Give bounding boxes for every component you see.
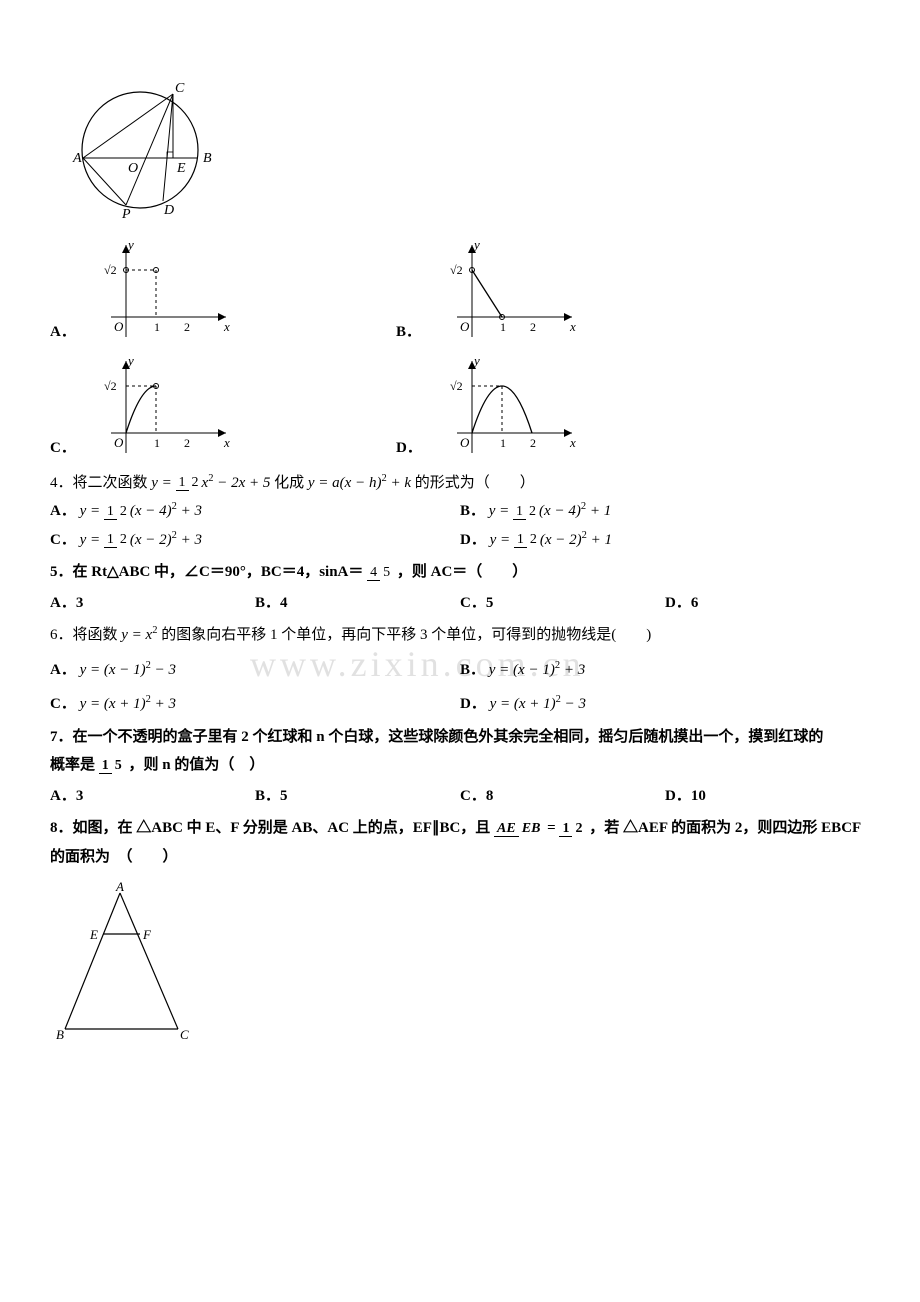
svg-text:1: 1 xyxy=(154,320,160,334)
q8-stem-pre: 8．如图，在 △ABC 中 E、F 分别是 AB、AC 上的点，EF∥BC，且 xyxy=(50,820,494,836)
choice-label-d: D． xyxy=(396,434,432,463)
problem-5: 5．在 Rt△ABC 中，∠C＝90°，BC＝4，sinA＝ 45 ，则 AC＝… xyxy=(50,558,870,617)
q3-choice-row2: C． O y x 1 2 √2 D． O y x 1 2 √2 xyxy=(50,353,870,463)
svg-text:x: x xyxy=(569,435,576,450)
q7-choice-d: D．10 xyxy=(665,782,870,811)
q3-graph-a: O y x 1 2 √2 xyxy=(86,237,236,347)
svg-text:C: C xyxy=(180,1027,189,1042)
q4-expr-b: − 2x + 5 xyxy=(213,475,270,491)
svg-text:1: 1 xyxy=(500,320,506,334)
svg-text:√2: √2 xyxy=(450,379,463,393)
svg-text:B: B xyxy=(56,1027,64,1042)
svg-text:√2: √2 xyxy=(104,379,117,393)
svg-text:2: 2 xyxy=(530,436,536,450)
q4-form: y = a(x − h) xyxy=(308,475,382,491)
svg-text:O: O xyxy=(114,435,124,450)
q6-choice-b: B． y = (x − 1)2 + 3 xyxy=(460,656,870,685)
q4-form-tail: + k xyxy=(387,475,411,491)
svg-text:C: C xyxy=(175,81,185,96)
choice-label-b: B． xyxy=(396,318,432,347)
svg-text:x: x xyxy=(223,435,230,450)
q5-choice-d: D．6 xyxy=(665,589,870,618)
problem-3-figure: A B C D P O E xyxy=(50,80,870,231)
q3-circle-diagram: A B C D P O E xyxy=(50,80,240,220)
q6-choice-a: A． y = (x − 1)2 − 3 xyxy=(50,656,460,685)
svg-text:P: P xyxy=(121,207,131,220)
svg-text:O: O xyxy=(460,435,470,450)
q7-stem-line2-pre: 概率是 xyxy=(50,757,95,773)
svg-text:A: A xyxy=(72,151,82,166)
svg-text:O: O xyxy=(114,319,124,334)
svg-text:√2: √2 xyxy=(450,263,463,277)
q3-graph-d: O y x 1 2 √2 xyxy=(432,353,582,463)
svg-text:2: 2 xyxy=(184,320,190,334)
svg-text:1: 1 xyxy=(154,436,160,450)
q5-stem: 5．在 Rt△ABC 中，∠C＝90°，BC＝4，sinA＝ xyxy=(50,564,363,580)
svg-text:y: y xyxy=(126,353,134,368)
q7-stem-line1: 7．在一个不透明的盒子里有 2 个红球和 n 个白球，这些球除颜色外其余完全相同… xyxy=(50,723,870,752)
svg-text:y: y xyxy=(472,353,480,368)
svg-text:x: x xyxy=(223,319,230,334)
svg-text:1: 1 xyxy=(500,436,506,450)
q4-y: y = xyxy=(151,475,172,491)
q3-choice-row1: A． O y x 1 2 √2 B． O y x 1 2 √2 xyxy=(50,237,870,347)
q4-choice-c: C． y = 12(x − 2)2 + 3 xyxy=(50,526,460,555)
svg-text:A: A xyxy=(115,879,124,894)
problem-6: 6．将函数 y = x2 的图象向右平移 1 个单位，再向下平移 3 个单位，可… xyxy=(50,621,870,719)
q4-stem-pre: 4．将二次函数 xyxy=(50,475,151,491)
q4-choice-d: D． y = 12(x − 2)2 + 1 xyxy=(460,526,870,555)
q6-yeqx2: y = x xyxy=(121,627,152,643)
q7-choice-b: B．5 xyxy=(255,782,460,811)
svg-text:D: D xyxy=(163,203,174,218)
choice-label-c: C． xyxy=(50,434,86,463)
q5-choice-c: C．5 xyxy=(460,589,665,618)
q7-choice-a: A．3 xyxy=(50,782,255,811)
svg-text:E: E xyxy=(176,161,186,176)
q4-stem-post: 的形式为（ ） xyxy=(415,475,535,491)
svg-text:y: y xyxy=(472,237,480,252)
q3-graph-c: O y x 1 2 √2 xyxy=(86,353,236,463)
q6-stem-pre: 6．将函数 xyxy=(50,627,121,643)
q7-choice-c: C．8 xyxy=(460,782,665,811)
q5-choice-a: A．3 xyxy=(50,589,255,618)
q4-choice-a: A． y = 12(x − 4)2 + 3 xyxy=(50,497,460,526)
svg-text:2: 2 xyxy=(530,320,536,334)
q4-stem-mid: 化成 xyxy=(274,475,308,491)
svg-text:O: O xyxy=(460,319,470,334)
q6-choice-d: D． y = (x + 1)2 − 3 xyxy=(460,690,870,719)
svg-text:2: 2 xyxy=(184,436,190,450)
choice-label-a: A． xyxy=(50,318,86,347)
q5-stem-tail: ，则 AC＝（ ） xyxy=(397,564,527,580)
svg-text:F: F xyxy=(142,927,152,942)
q7-stem-line2-post: ，则 n 的值为（ ） xyxy=(129,757,265,773)
svg-text:O: O xyxy=(128,161,138,176)
q8-triangle-diagram: A E F B C xyxy=(50,879,210,1044)
svg-text:B: B xyxy=(203,151,212,166)
problem-4: 4．将二次函数 y = 12x2 − 2x + 5 化成 y = a(x − h… xyxy=(50,469,870,555)
q5-choice-b: B．4 xyxy=(255,589,460,618)
q8-stem-mid: ，若 △AEF 的面积为 2，则四边形 EBCF xyxy=(589,820,861,836)
q6-stem-mid: 的图象向右平移 1 个单位，再向下平移 3 个单位，可得到的抛物线是( ) xyxy=(161,627,651,643)
svg-text:√2: √2 xyxy=(104,263,117,277)
problem-8: 8．如图，在 △ABC 中 E、F 分别是 AB、AC 上的点，EF∥BC，且 … xyxy=(50,814,870,1055)
problem-7: 7．在一个不透明的盒子里有 2 个红球和 n 个白球，这些球除颜色外其余完全相同… xyxy=(50,723,870,811)
svg-text:y: y xyxy=(126,237,134,252)
q8-stem-line2: 的面积为 （ ） xyxy=(50,843,870,872)
q4-choice-b: B． y = 12(x − 4)2 + 1 xyxy=(460,497,870,526)
q3-graph-b: O y x 1 2 √2 xyxy=(432,237,582,347)
svg-text:x: x xyxy=(569,319,576,334)
svg-text:E: E xyxy=(89,927,98,942)
q6-choice-c: C． y = (x + 1)2 + 3 xyxy=(50,690,460,719)
